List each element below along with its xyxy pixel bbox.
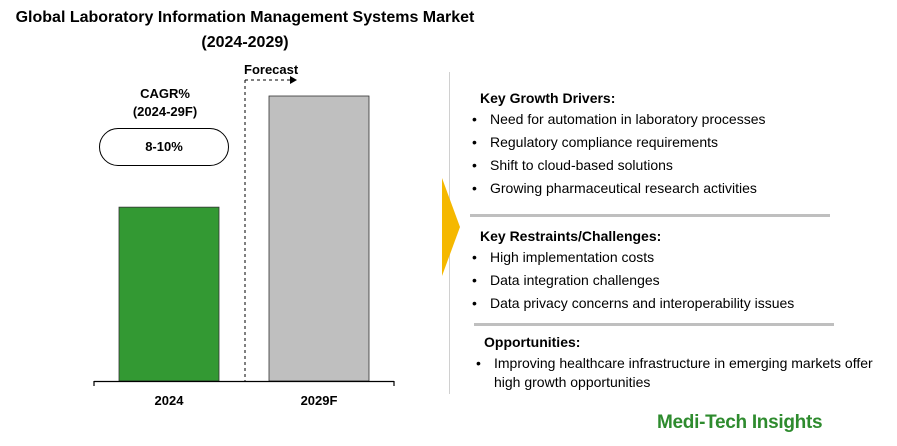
chart-title: Global Laboratory Information Management… — [15, 9, 475, 26]
list-item: Shift to cloud-based solutions — [470, 156, 890, 175]
growth-drivers-section: Key Growth Drivers: Need for automation … — [470, 90, 890, 202]
list-item: Growing pharmaceutical research activiti… — [470, 179, 890, 198]
section-divider — [474, 323, 834, 326]
list-item: Need for automation in laboratory proces… — [470, 110, 890, 129]
opportunities-list: Improving healthcare infrastructure in e… — [474, 354, 889, 392]
brand-logo: Medi-Tech Insights — [657, 412, 823, 433]
bar-chart: 2024 2029F — [93, 76, 395, 408]
growth-drivers-list: Need for automation in laboratory proces… — [470, 110, 890, 198]
cagr-label: CAGR% — [140, 86, 190, 101]
restraints-list: High implementation costs Data integrati… — [470, 248, 890, 313]
list-item: Data integration challenges — [470, 271, 890, 290]
forecast-label: Forecast — [244, 62, 299, 77]
opportunities-section: Opportunities: Improving healthcare infr… — [474, 334, 889, 396]
bar-2029F — [268, 95, 370, 382]
chart-subtitle: (2024-2029) — [201, 34, 289, 51]
list-item: Improving healthcare infrastructure in e… — [474, 354, 889, 392]
x-tick-label: 2024 — [155, 393, 185, 408]
list-item: High implementation costs — [470, 248, 890, 267]
x-tick-label: 2029F — [301, 393, 338, 408]
growth-drivers-title: Key Growth Drivers: — [480, 90, 616, 106]
list-item: Regulatory compliance requirements — [470, 133, 890, 152]
bar-2024 — [118, 206, 220, 382]
forecast-arrow-head — [290, 76, 297, 84]
restraints-section: Key Restraints/Challenges: High implemen… — [470, 228, 890, 317]
cagr-period-label: (2024-29F) — [132, 104, 198, 119]
chevron-right-icon — [442, 178, 460, 276]
restraints-title: Key Restraints/Challenges: — [480, 228, 662, 244]
section-divider — [470, 214, 830, 217]
cagr-value-pill: 8-10% — [99, 128, 229, 166]
list-item: Data privacy concerns and interoperabili… — [470, 294, 890, 313]
opportunities-title: Opportunities: — [484, 334, 581, 350]
